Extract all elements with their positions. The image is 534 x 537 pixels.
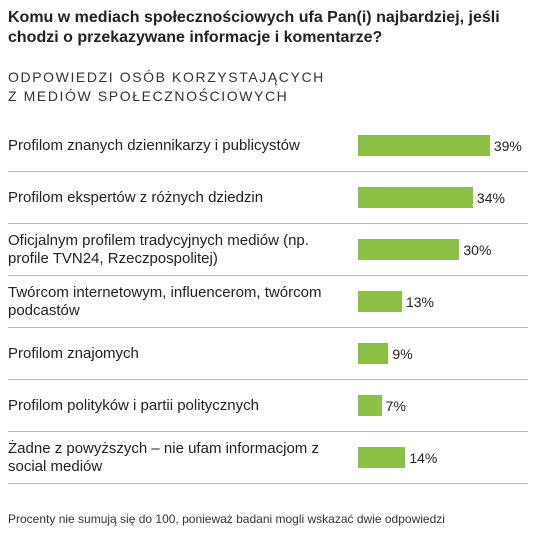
value-label: 30%	[463, 241, 492, 258]
bar-row: Profilom znajomych 9%	[8, 328, 528, 380]
bar	[358, 395, 382, 416]
bar	[358, 447, 406, 468]
value-label: 39%	[493, 137, 522, 154]
bar	[358, 239, 460, 260]
chart-subtitle: ODPOWIEDZI OSÓB KORZYSTAJĄCYCH Z MEDIÓW …	[8, 69, 325, 104]
category-label: Oficjalnym profilem tradycyjnych mediów …	[8, 231, 309, 267]
bar	[358, 135, 490, 156]
value-label: 9%	[392, 345, 413, 362]
value-label: 34%	[476, 189, 505, 206]
bar	[358, 187, 473, 208]
bar-row: Profilom polityków i partii politycznych…	[8, 380, 528, 432]
category-label: Profilom ekspertów z różnych dziedzin	[8, 188, 264, 206]
bar	[358, 343, 389, 364]
bar-row: Profilom ekspertów z różnych dziedzin 34%	[8, 172, 528, 224]
bar-row: Oficjalnym profilem tradycyjnych mediów …	[8, 224, 528, 276]
bar-row: Profilom znanych dziennikarzy i publicys…	[8, 120, 528, 172]
bar-rows: Profilom znanych dziennikarzy i publicys…	[8, 120, 528, 484]
bar	[358, 291, 402, 312]
value-label: 7%	[385, 397, 406, 414]
category-label: Profilom znajomych	[8, 344, 139, 362]
category-label: Profilom znanych dziennikarzy i publicys…	[8, 136, 300, 154]
value-label: 14%	[409, 449, 438, 466]
category-label: Twórcom internetowym, influencerom, twór…	[8, 283, 322, 319]
category-label: Profilom polityków i partii politycznych	[8, 396, 259, 414]
value-label: 13%	[405, 293, 434, 310]
category-label: Żadne z powyższych – nie ufam informacjo…	[8, 439, 319, 475]
chart-title: Komu w mediach społecznościowych ufa Pan…	[8, 9, 500, 46]
footnote: Procenty nie sumują się do 100, ponieważ…	[8, 512, 445, 526]
bar-row: Żadne z powyższych – nie ufam informacjo…	[8, 432, 528, 484]
bar-row: Twórcom internetowym, influencerom, twór…	[8, 276, 528, 328]
